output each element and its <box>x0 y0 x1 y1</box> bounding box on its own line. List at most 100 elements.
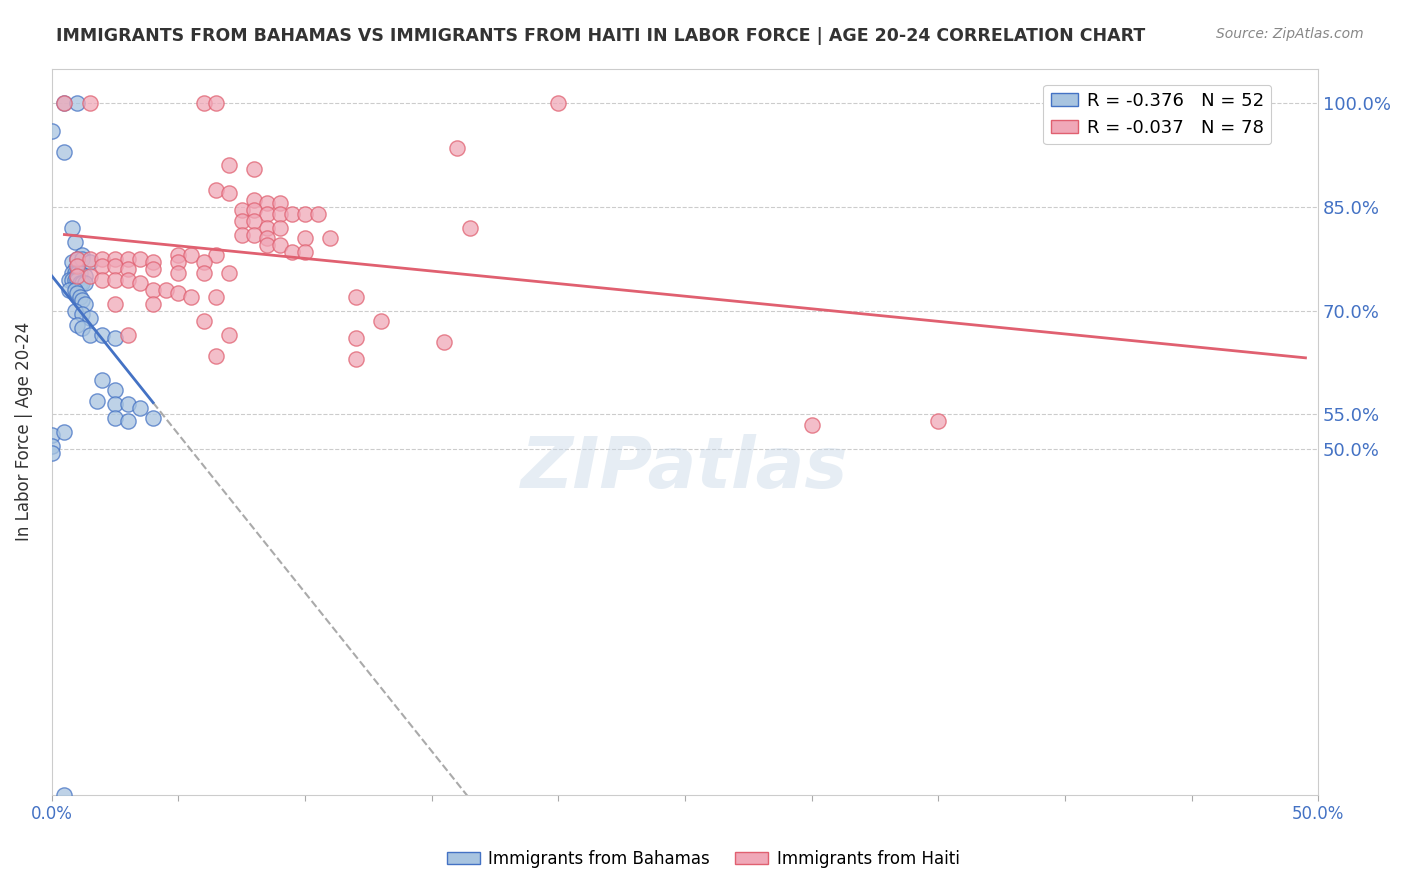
Point <box>205 183 228 197</box>
Point <box>319 231 342 245</box>
Point <box>205 290 228 304</box>
Point <box>256 196 278 211</box>
Point <box>70 321 93 335</box>
Point <box>117 414 139 428</box>
Point <box>70 293 93 308</box>
Point <box>79 327 101 342</box>
Point <box>73 276 96 290</box>
Point <box>70 248 93 262</box>
Point <box>63 235 86 249</box>
Point <box>70 252 93 266</box>
Point <box>269 207 291 221</box>
Point <box>370 314 392 328</box>
Point <box>53 96 76 111</box>
Text: IMMIGRANTS FROM BAHAMAS VS IMMIGRANTS FROM HAITI IN LABOR FORCE | AGE 20-24 CORR: IMMIGRANTS FROM BAHAMAS VS IMMIGRANTS FR… <box>56 27 1146 45</box>
Point <box>66 259 89 273</box>
Point <box>800 417 823 432</box>
Point <box>63 262 86 277</box>
Point <box>117 397 139 411</box>
Point <box>243 161 266 176</box>
Point <box>269 238 291 252</box>
Point <box>79 269 101 284</box>
Point <box>66 318 89 332</box>
Text: Source: ZipAtlas.com: Source: ZipAtlas.com <box>1216 27 1364 41</box>
Point <box>66 286 89 301</box>
Point <box>142 411 165 425</box>
Point <box>256 220 278 235</box>
Point <box>117 272 139 286</box>
Point <box>294 244 316 259</box>
Point <box>53 425 76 439</box>
Point <box>243 227 266 242</box>
Point <box>91 272 114 286</box>
Point <box>547 96 569 111</box>
Point <box>53 96 76 111</box>
Point <box>193 314 215 328</box>
Point <box>70 276 93 290</box>
Point <box>446 141 468 155</box>
Point <box>63 266 86 280</box>
Point <box>63 303 86 318</box>
Point <box>180 248 202 262</box>
Legend: R = -0.376   N = 52, R = -0.037   N = 78: R = -0.376 N = 52, R = -0.037 N = 78 <box>1043 85 1271 145</box>
Point <box>66 96 89 111</box>
Point <box>58 272 80 286</box>
Point <box>69 290 91 304</box>
Point <box>79 310 101 325</box>
Point <box>60 220 83 235</box>
Point <box>231 227 253 242</box>
Point <box>69 276 91 290</box>
Point <box>281 207 304 221</box>
Point <box>60 272 83 286</box>
Point <box>129 276 152 290</box>
Point <box>79 255 101 269</box>
Point <box>142 283 165 297</box>
Point <box>53 788 76 802</box>
Point <box>167 266 190 280</box>
Point <box>256 231 278 245</box>
Point <box>269 196 291 211</box>
Point <box>193 255 215 269</box>
Point <box>129 401 152 415</box>
Point <box>104 252 127 266</box>
Point <box>344 290 367 304</box>
Point <box>104 384 127 398</box>
Point <box>117 327 139 342</box>
Point <box>91 252 114 266</box>
Point <box>243 213 266 227</box>
Point <box>155 283 177 297</box>
Point <box>58 283 80 297</box>
Point <box>218 327 240 342</box>
Point <box>243 203 266 218</box>
Point <box>218 186 240 200</box>
Point <box>104 259 127 273</box>
Point <box>86 393 108 408</box>
Point <box>458 220 481 235</box>
Point <box>63 272 86 286</box>
Point <box>256 207 278 221</box>
Point <box>205 248 228 262</box>
Point <box>205 96 228 111</box>
Point <box>79 96 101 111</box>
Point <box>193 96 215 111</box>
Point <box>117 262 139 277</box>
Point <box>269 220 291 235</box>
Point <box>41 445 63 459</box>
Point <box>167 248 190 262</box>
Point <box>243 193 266 207</box>
Point <box>129 252 152 266</box>
Point <box>60 266 83 280</box>
Point <box>344 331 367 345</box>
Point <box>294 207 316 221</box>
Point <box>256 238 278 252</box>
Point <box>104 397 127 411</box>
Point <box>66 269 89 284</box>
Point <box>104 411 127 425</box>
Point <box>294 231 316 245</box>
Point <box>91 373 114 387</box>
Point <box>66 272 89 286</box>
Point <box>104 331 127 345</box>
Point <box>79 252 101 266</box>
Point <box>66 266 89 280</box>
Point <box>104 272 127 286</box>
